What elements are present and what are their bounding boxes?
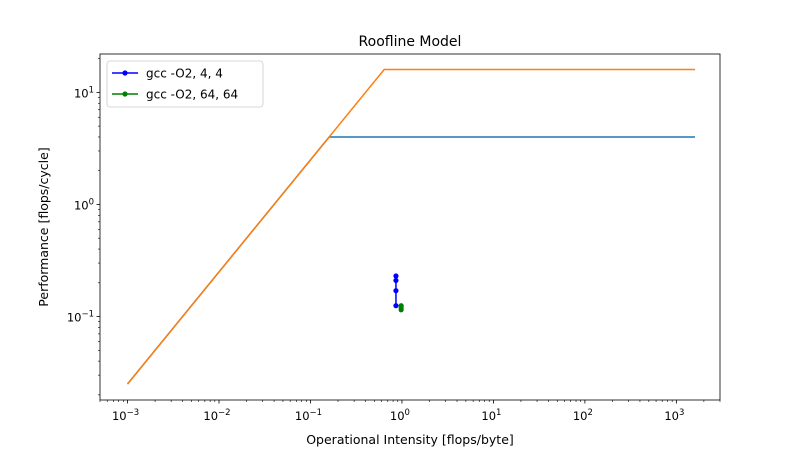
legend-box [106,60,264,108]
legend-label: gcc -O2, 4, 4 [146,67,223,81]
y-tick-label: 101 [74,85,94,100]
y-tick-label: 100 [74,197,94,212]
data-point [398,303,404,309]
x-tick-label: 102 [573,408,593,423]
data-point [393,273,399,279]
chart-title: Roofline Model [359,34,462,50]
x-tick-label: 100 [390,408,410,423]
data-series [393,273,404,313]
data-point [393,277,399,284]
legend-label: gcc -O2, 64, 64 [146,88,238,102]
roofline-1 [126,68,696,385]
data-point [393,288,399,294]
y-axis-label: Performance [flops/cycle] [36,147,51,306]
data-point [393,303,399,309]
y-tick-label: 10−1 [67,310,94,325]
plot-frame [99,53,721,401]
x-axis-label: Operational Intensity [flops/byte] [306,432,514,447]
x-tick-label: 101 [481,408,501,423]
legend-marker [122,70,128,76]
y-axis-ticks: 10−1 100 101 [67,58,100,396]
roofline-lines [126,68,696,385]
x-tick-label: 103 [664,408,684,423]
legend-marker [122,91,128,97]
x-axis-ticks: 10−3 10−2 10−1 100 101 102 103 [99,400,721,423]
x-tick-label: 10−2 [203,408,230,423]
x-tick-label: 10−1 [295,408,322,423]
legend: gcc -O2, 4, 4 gcc -O2, 64, 64 [106,60,264,108]
x-tick-label: 10−3 [112,408,139,423]
